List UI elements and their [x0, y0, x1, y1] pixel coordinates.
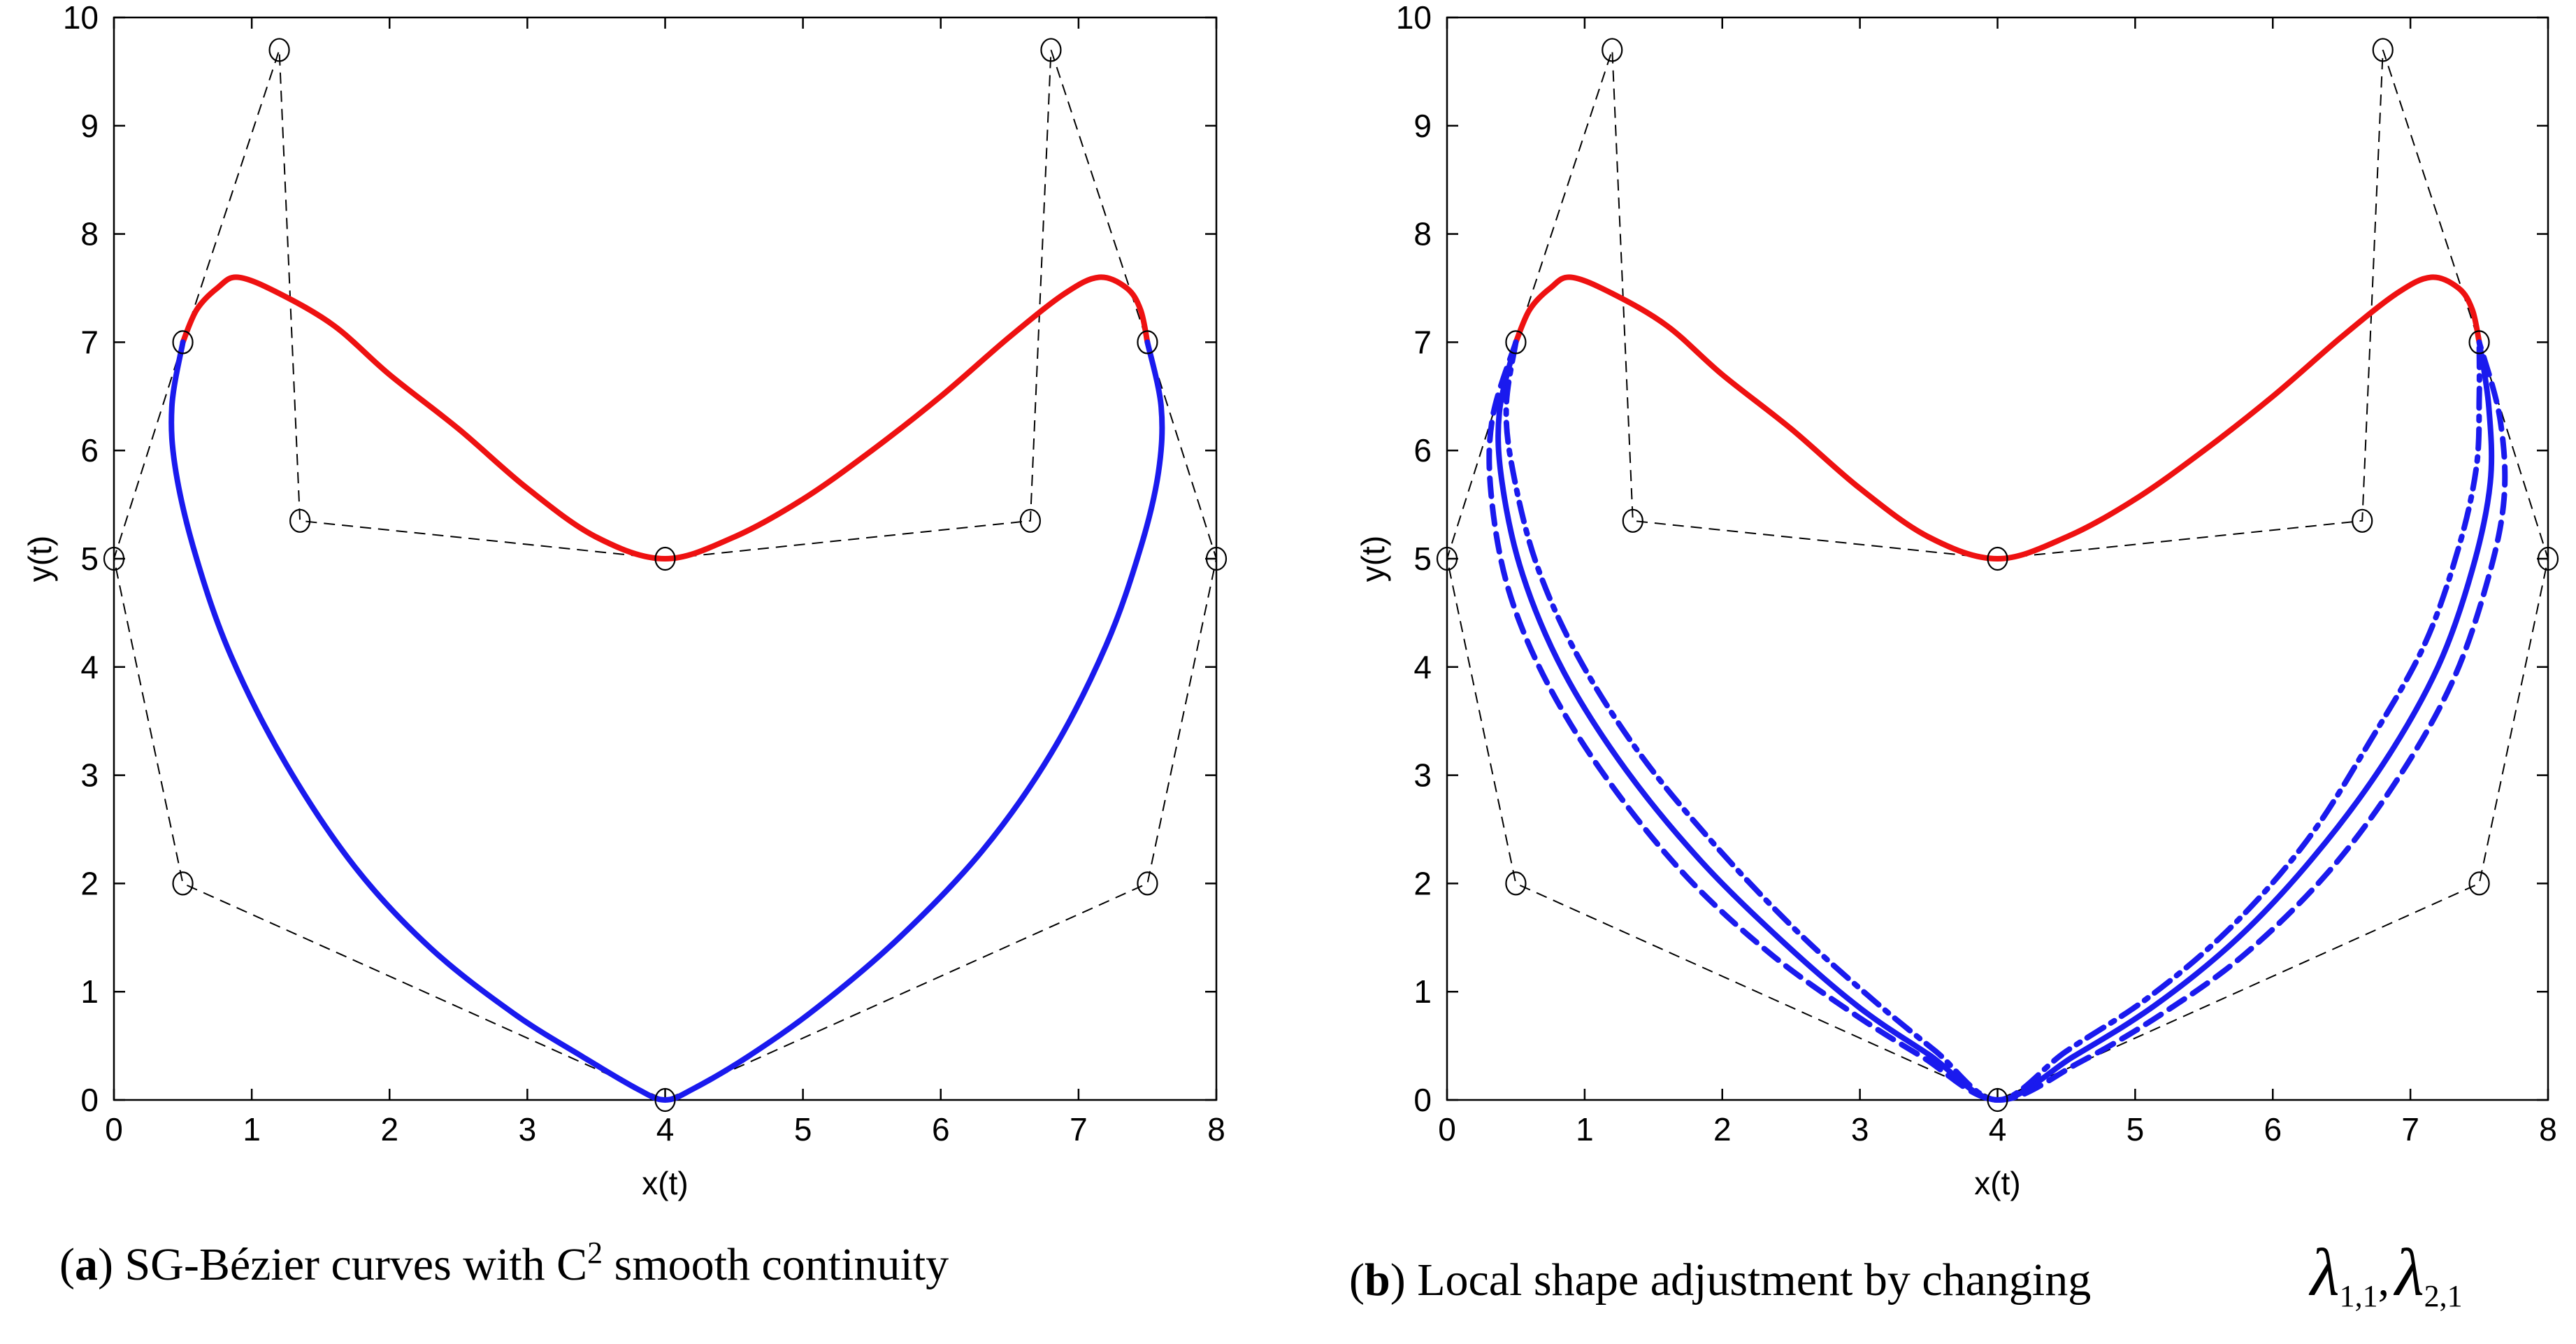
x-tick-label-a: 8 — [1207, 1111, 1225, 1148]
y-tick-label-b: 4 — [1413, 649, 1432, 685]
x-tick-label-b: 4 — [1989, 1111, 2007, 1148]
y-tick-label-a: 2 — [80, 865, 99, 901]
y-tick-label-b: 1 — [1413, 973, 1432, 1010]
x-tick-label-a: 2 — [380, 1111, 398, 1148]
caption-a-label: a — [75, 1239, 98, 1290]
x-tick-label-a: 0 — [105, 1111, 123, 1148]
control-point-b — [2372, 38, 2394, 62]
curve-lower-dashdot-b — [1503, 339, 2482, 1103]
control-point-a — [1205, 546, 1228, 571]
control-point-b — [1505, 871, 1527, 896]
y-tick-label-a: 6 — [80, 432, 99, 469]
lambda-1: λ — [2308, 1235, 2340, 1310]
caption-a-text-after: smooth continuity — [603, 1239, 949, 1290]
control-point-b — [1436, 546, 1458, 571]
curve-upper-a — [180, 274, 1151, 562]
x-tick-label-a: 5 — [794, 1111, 812, 1148]
y-tick-label-b: 7 — [1413, 324, 1432, 360]
y-tick-label-a: 9 — [80, 108, 99, 144]
x-tick-label-a: 1 — [243, 1111, 261, 1148]
control-point-a — [289, 508, 311, 533]
x-tick-label-b: 7 — [2401, 1111, 2419, 1148]
lambda-2-sub: 2,1 — [2424, 1279, 2463, 1313]
caption-a-text: SG-Bézier curves with C — [124, 1239, 587, 1290]
lambda-sep: , — [2378, 1254, 2390, 1306]
caption-b: (b) Local shape adjustment by changing — [1349, 1254, 2091, 1306]
control-polygon-a — [113, 50, 1218, 1101]
y-axis-label-b: y(t) — [1355, 536, 1391, 582]
control-point-a — [1137, 330, 1158, 355]
panel-b: 0 1 2 3 4 5 6 7 8 0 1 2 3 4 5 6 7 8 9 10 x(t) y(t) — [1355, 0, 2559, 1201]
control-point-b — [1987, 1087, 2008, 1113]
curve-lower-dashed-b — [1486, 339, 2508, 1103]
caption-b-label: b — [1365, 1254, 1390, 1306]
y-tick-label-a: 0 — [80, 1082, 99, 1118]
curve-upper-b — [1513, 274, 2482, 562]
control-point-a — [1137, 871, 1158, 896]
caption-b-math: λ1,1,λ2,1 — [2308, 1235, 2463, 1313]
control-point-b — [2537, 546, 2559, 571]
panel-a: 0 1 2 3 4 5 6 7 8 0 1 2 3 4 5 6 7 8 9 10 x(t) y(t) — [22, 0, 1228, 1201]
y-tick-label-a: 10 — [63, 0, 99, 36]
control-point-b — [1505, 330, 1527, 355]
x-tick-label-b: 5 — [2127, 1111, 2145, 1148]
caption-b-text: Local shape adjustment by changing — [1417, 1254, 2091, 1306]
lambda-1-sub: 1,1 — [2340, 1279, 2378, 1313]
y-tick-label-b: 6 — [1413, 432, 1432, 469]
y-tick-label-a: 3 — [80, 757, 99, 794]
y-tick-label-b: 2 — [1413, 865, 1432, 901]
x-tick-label-b: 0 — [1438, 1111, 1456, 1148]
y-axis-label-a: y(t) — [22, 536, 58, 582]
x-tick-label-b: 1 — [1576, 1111, 1594, 1148]
control-point-b — [2352, 508, 2373, 533]
caption-a-sup: 2 — [587, 1236, 603, 1270]
control-point-a — [1019, 508, 1041, 533]
y-tick-label-a: 1 — [80, 973, 99, 1010]
control-point-b — [2468, 871, 2490, 896]
x-tick-label-b: 2 — [1713, 1111, 1732, 1148]
x-axis-label-b: x(t) — [1974, 1165, 2020, 1201]
x-tick-label-b: 3 — [1851, 1111, 1869, 1148]
x-tick-label-a: 7 — [1070, 1111, 1088, 1148]
curve-lower-solid-b — [1495, 339, 2495, 1103]
y-tick-label-a: 5 — [80, 541, 99, 577]
control-point-b — [2468, 330, 2490, 355]
x-tick-label-b: 6 — [2264, 1111, 2282, 1148]
y-tick-label-a: 7 — [80, 324, 99, 360]
y-tick-label-b: 5 — [1413, 541, 1432, 577]
caption-a: (a) SG-Bézier curves with C2 smooth cont… — [59, 1236, 949, 1290]
control-point-a — [103, 546, 125, 571]
y-tick-label-b: 8 — [1413, 216, 1432, 252]
control-point-a — [268, 38, 290, 62]
control-point-b — [1602, 38, 1623, 62]
x-axis-label-a: x(t) — [642, 1165, 688, 1201]
control-point-a — [172, 330, 194, 355]
control-point-a — [654, 546, 676, 571]
x-tick-label-b: 8 — [2539, 1111, 2557, 1148]
curve-lower-a — [168, 339, 1165, 1103]
lambda-2: λ — [2393, 1235, 2424, 1310]
y-tick-label-b: 3 — [1413, 757, 1432, 794]
y-tick-label-a: 4 — [80, 649, 99, 685]
control-point-a — [654, 1087, 676, 1113]
control-point-a — [1040, 38, 1062, 62]
control-point-a — [172, 871, 194, 896]
y-tick-label-b: 0 — [1413, 1082, 1432, 1118]
y-tick-label-a: 8 — [80, 216, 99, 252]
control-polygon-b — [1446, 50, 2549, 1101]
x-tick-label-a: 3 — [519, 1111, 537, 1148]
y-tick-label-b: 10 — [1396, 0, 1432, 36]
control-point-b — [1987, 546, 2008, 571]
control-point-b — [1622, 508, 1643, 533]
y-tick-label-b: 9 — [1413, 108, 1432, 144]
x-tick-label-a: 4 — [656, 1111, 675, 1148]
x-tick-label-a: 6 — [932, 1111, 950, 1148]
